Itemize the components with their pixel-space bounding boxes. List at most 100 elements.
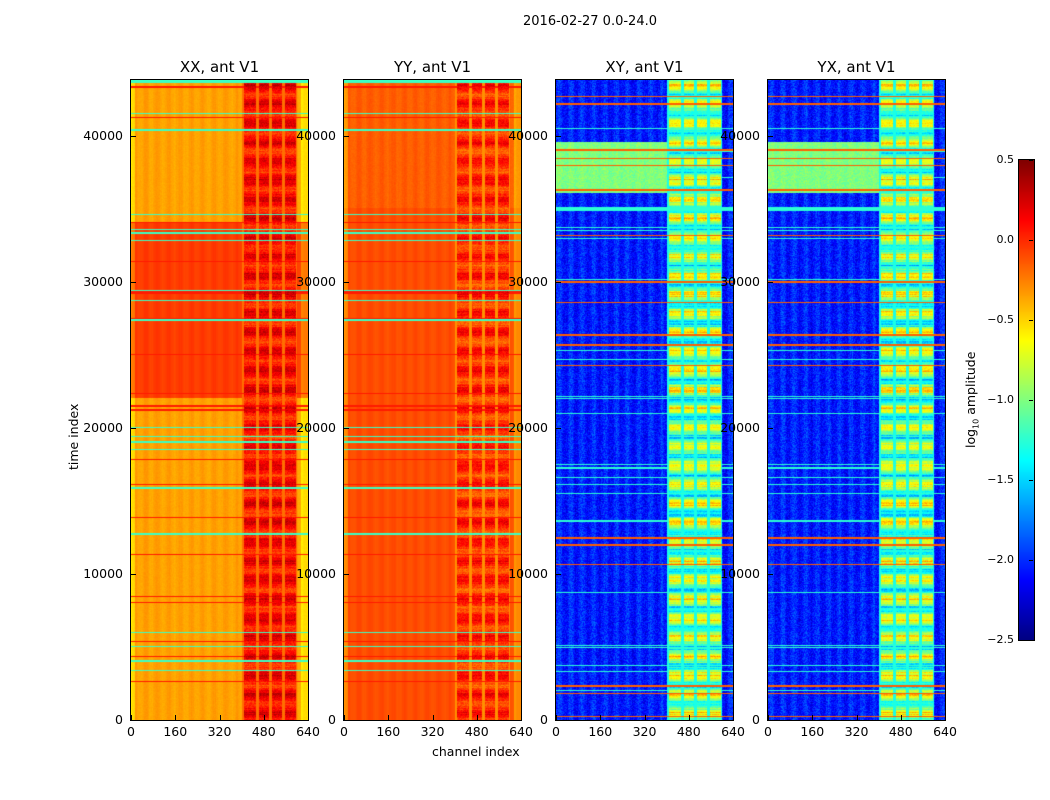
x-tick-mark [175, 715, 177, 720]
x-tick-label: 160 [588, 724, 613, 739]
heatmap-panel-xy [555, 79, 734, 721]
y-tick-label: 10000 [720, 565, 760, 581]
colorbar-tick-mark [1029, 240, 1033, 241]
colorbar-tick-mark [1029, 480, 1033, 481]
colorbar-tick-label: −1.0 [987, 393, 1014, 406]
y-tick-mark [344, 427, 349, 429]
x-tick-label: 640 [721, 724, 745, 739]
x-axis-label: channel index [432, 744, 520, 759]
colorbar-label-log: log [963, 428, 978, 448]
y-tick-mark [768, 573, 773, 575]
x-tick-mark [688, 715, 690, 720]
y-tick-label: 0 [752, 712, 760, 727]
x-tick-label: 480 [676, 724, 701, 739]
x-tick-label: 320 [207, 724, 232, 739]
y-tick-label: 20000 [83, 419, 123, 435]
x-tick-label: 160 [800, 724, 825, 739]
panel-title: YX, ant V1 [817, 58, 896, 76]
colorbar-tick-label: −0.5 [987, 313, 1014, 326]
heatmap-image [131, 80, 308, 720]
y-tick-mark [556, 573, 561, 575]
colorbar-tick-label: −2.0 [987, 553, 1014, 566]
x-tick-mark [945, 715, 946, 720]
x-tick-label: 0 [764, 724, 772, 739]
x-tick-mark [388, 715, 390, 720]
colorbar-gradient [1019, 160, 1034, 640]
x-tick-label: 160 [376, 724, 401, 739]
x-tick-mark [556, 715, 557, 720]
y-axis-label: time index [66, 403, 81, 470]
y-tick-label: 30000 [83, 273, 123, 289]
y-tick-mark [768, 720, 773, 721]
x-tick-mark [219, 715, 221, 720]
y-tick-label: 10000 [296, 565, 336, 581]
y-tick-label: 20000 [720, 419, 760, 435]
y-tick-label: 20000 [508, 419, 548, 435]
y-tick-label: 40000 [508, 127, 548, 143]
y-tick-mark [556, 427, 561, 429]
x-tick-label: 640 [296, 724, 320, 739]
x-tick-label: 640 [933, 724, 957, 739]
colorbar-tick-mark [1029, 560, 1033, 561]
y-tick-label: 0 [328, 712, 336, 727]
x-tick-mark [733, 715, 734, 720]
heatmap-panel-yy [343, 79, 522, 721]
colorbar-label-text: amplitude [963, 351, 978, 419]
colorbar-label-sub: 10 [971, 418, 981, 429]
y-tick-label: 10000 [508, 565, 548, 581]
heatmap-panel-yx [767, 79, 946, 721]
panel-title: XY, ant V1 [605, 58, 684, 76]
y-tick-mark [344, 135, 349, 137]
y-tick-mark [768, 281, 773, 283]
y-tick-label: 10000 [83, 565, 123, 581]
colorbar-tick-mark [1029, 320, 1033, 321]
x-tick-label: 320 [420, 724, 445, 739]
x-tick-mark [432, 715, 434, 720]
x-tick-mark [521, 715, 522, 720]
colorbar-tick-label: 0.5 [996, 153, 1015, 166]
x-tick-label: 640 [509, 724, 533, 739]
x-tick-mark [644, 715, 646, 720]
y-tick-mark [131, 135, 136, 137]
heatmap-panel-xx [130, 79, 309, 721]
heatmap-image [556, 80, 733, 720]
x-tick-label: 160 [163, 724, 188, 739]
x-tick-label: 0 [340, 724, 348, 739]
colorbar [1018, 159, 1035, 641]
x-tick-label: 0 [552, 724, 560, 739]
x-tick-mark [131, 715, 132, 720]
colorbar-tick-label: 0.0 [996, 233, 1015, 246]
heatmap-image [768, 80, 945, 720]
y-tick-label: 20000 [296, 419, 336, 435]
panel-title: XX, ant V1 [179, 58, 260, 76]
y-tick-mark [768, 135, 773, 137]
y-tick-mark [344, 720, 349, 721]
y-tick-mark [556, 281, 561, 283]
y-tick-label: 0 [540, 712, 548, 727]
y-tick-mark [344, 573, 349, 575]
x-tick-mark [900, 715, 902, 720]
colorbar-tick-mark [1029, 640, 1033, 641]
panel-title: YY, ant V1 [393, 58, 471, 76]
x-tick-label: 320 [844, 724, 869, 739]
y-tick-label: 40000 [296, 127, 336, 143]
x-tick-mark [600, 715, 602, 720]
x-tick-mark [308, 715, 309, 720]
y-tick-label: 30000 [720, 273, 760, 289]
y-tick-label: 30000 [296, 273, 336, 289]
x-tick-label: 320 [632, 724, 657, 739]
y-tick-mark [131, 281, 136, 283]
x-tick-label: 480 [251, 724, 276, 739]
x-tick-mark [856, 715, 858, 720]
y-tick-mark [768, 427, 773, 429]
x-tick-label: 480 [888, 724, 913, 739]
y-tick-mark [556, 135, 561, 137]
x-tick-mark [263, 715, 265, 720]
y-tick-mark [556, 720, 561, 721]
y-tick-label: 40000 [83, 127, 123, 143]
x-tick-mark [768, 715, 769, 720]
x-tick-mark [812, 715, 814, 720]
x-tick-label: 480 [464, 724, 489, 739]
y-tick-label: 40000 [720, 127, 760, 143]
